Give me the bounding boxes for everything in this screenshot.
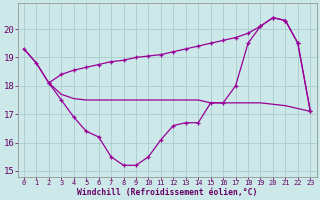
X-axis label: Windchill (Refroidissement éolien,°C): Windchill (Refroidissement éolien,°C) <box>77 188 257 197</box>
